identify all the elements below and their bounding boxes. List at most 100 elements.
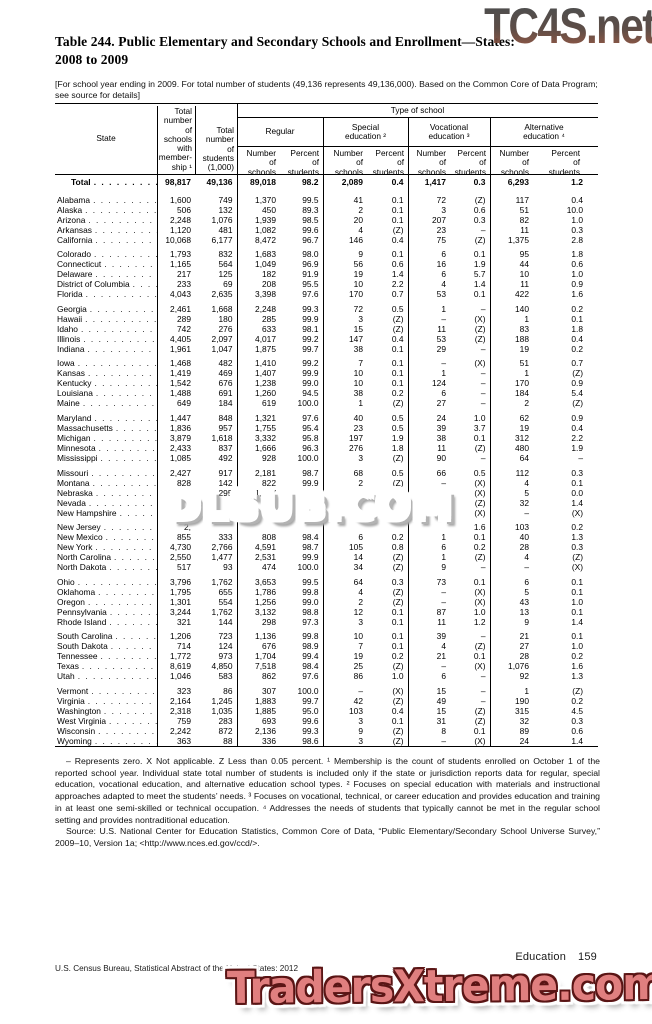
table-row: Kentucky. . . . . . . . . . . . . . . . …	[55, 378, 598, 389]
value-cell: 95.0	[280, 705, 324, 716]
value-cell: 1.0	[571, 214, 583, 225]
value-cell: 0.4	[367, 333, 409, 344]
value-cell: 450	[262, 204, 276, 215]
value-cell: 95	[519, 249, 529, 260]
table-row: New Hampshire. . . . . . . . . . . . . .…	[55, 507, 598, 518]
value-cell: 188	[515, 333, 529, 344]
value-cell: 0.2	[571, 651, 583, 662]
state-name-cell: Arizona. . . . . . . . . . . . . . . . .…	[55, 214, 158, 225]
table-row: Alabama. . . . . . . . . . . . . . . . .…	[55, 194, 598, 205]
value-cell: 98.5	[280, 214, 324, 225]
value-cell: 1	[524, 685, 529, 696]
state-name-cell: Minnesota. . . . . . . . . . . . . . . .…	[55, 442, 158, 453]
value-cell: (X)	[450, 477, 491, 488]
value-cell: 1	[524, 313, 529, 324]
value-cell: 99.9	[280, 477, 324, 488]
state-name-cell: Connecticut. . . . . . . . . . . . . . .…	[55, 259, 158, 270]
value-cell: 0.6	[367, 259, 409, 270]
header-divider	[408, 118, 409, 174]
value-cell: 96.3	[280, 442, 324, 453]
value-cell: (Z)	[450, 641, 491, 652]
value-cell: 0.6	[450, 204, 491, 215]
value-cell: 1,046	[170, 671, 191, 682]
value-cell: 480	[515, 442, 529, 453]
value-cell: 88	[195, 735, 238, 747]
value-cell: 99.2	[280, 333, 324, 344]
state-name-cell: Montana. . . . . . . . . . . . . . . . .…	[55, 477, 158, 488]
value-cell: 95.5	[280, 279, 324, 290]
value-cell: 2,766	[195, 542, 238, 553]
value-cell: 676	[262, 641, 276, 652]
value-cell: 469	[195, 368, 238, 379]
value-cell	[237, 508, 280, 518]
spacer-row	[55, 626, 598, 632]
value-cell	[367, 522, 409, 533]
value-cell: 28	[519, 542, 529, 553]
header-divider	[157, 106, 158, 174]
value-cell: 99.9	[280, 368, 324, 379]
value-cell: 0.1	[367, 378, 409, 389]
table-row: Texas. . . . . . . . . . . . . . . . . .…	[55, 661, 598, 672]
value-cell	[195, 353, 238, 359]
value-cell: –	[450, 631, 491, 642]
value-cell: 4	[358, 586, 363, 597]
value-cell: 1,407	[255, 368, 276, 379]
value-cell: 723	[195, 631, 238, 642]
value-cell: –	[450, 562, 491, 573]
value-cell: 2,097	[195, 333, 238, 344]
state-name-cell: Nebraska. . . . . . . . . . . . . . . . …	[55, 487, 158, 498]
value-cell: 0.2	[367, 487, 409, 498]
value-cell: (X)	[571, 562, 583, 573]
value-cell: 29	[436, 343, 446, 354]
value-cell: 103	[515, 522, 529, 533]
state-name-cell: Missouri. . . . . . . . . . . . . . . . …	[55, 467, 158, 478]
value-cell: 21	[436, 651, 446, 662]
state-name-cell: Indiana. . . . . . . . . . . . . . . . .…	[55, 343, 158, 354]
value-cell: 1,447	[170, 412, 191, 423]
value-cell: 1.2	[450, 616, 491, 627]
value-cell: 125	[195, 269, 238, 280]
value-cell: 855	[177, 532, 191, 543]
source-text: Source: U.S. National Center for Educati…	[55, 826, 600, 848]
value-cell: 0.1	[571, 313, 583, 324]
value-cell: 276	[349, 442, 363, 453]
value-cell: 0.5	[367, 412, 409, 423]
value-cell: 0.1	[367, 606, 409, 617]
value-cell: 0.2	[571, 303, 583, 314]
table-row: Florida. . . . . . . . . . . . . . . . .…	[55, 289, 598, 300]
value-cell: 0.8	[367, 542, 409, 553]
value-cell: 2,248	[255, 303, 276, 314]
state-name-cell: Massachusetts. . . . . . . . . . . . . .…	[55, 422, 158, 433]
table-row: Wyoming. . . . . . . . . . . . . . . . .…	[55, 735, 598, 747]
value-cell: 285	[262, 313, 276, 324]
value-cell: 1,618	[195, 432, 238, 443]
table-row: Virginia. . . . . . . . . . . . . . . . …	[55, 695, 598, 706]
value-cell: 917	[195, 467, 238, 478]
value-cell: 4,730	[170, 542, 191, 553]
value-cell: 1.4	[450, 279, 491, 290]
value-cell: 1,238	[255, 378, 276, 389]
value-cell: 99.8	[280, 631, 324, 642]
value-cell: 4	[441, 279, 446, 290]
value-cell: 0.4	[571, 194, 583, 205]
state-name-cell: Alabama. . . . . . . . . . . . . . . . .…	[55, 194, 158, 205]
spacer-row	[55, 299, 598, 304]
state-name-cell: Ohio. . . . . . . . . . . . . . . . . . …	[55, 576, 158, 587]
state-name-cell: Vermont. . . . . . . . . . . . . . . . .…	[55, 685, 158, 696]
footnotes-text: – Represents zero. X Not applicable. Z L…	[55, 756, 600, 825]
value-cell: 506	[177, 204, 191, 215]
value-cell: 3,244	[170, 606, 191, 617]
value-cell: 3,653	[255, 576, 276, 587]
value-cell	[195, 299, 238, 304]
value-cell: 0.3	[450, 214, 491, 225]
value-cell: 0.9	[571, 279, 583, 290]
table-body: Total. . . . . . . . . . . . . . . . . .…	[55, 175, 598, 747]
header-divider	[237, 104, 238, 174]
value-cell: (X)	[367, 685, 409, 696]
value-cell: 564	[195, 259, 238, 270]
table-row: South Carolina. . . . . . . . . . . . . …	[55, 631, 598, 642]
state-name-cell: Maryland. . . . . . . . . . . . . . . . …	[55, 412, 158, 423]
value-cell: –	[441, 487, 446, 498]
value-cell: –	[450, 388, 491, 399]
state-name-cell: Total. . . . . . . . . . . . . . . . . .…	[55, 175, 158, 190]
